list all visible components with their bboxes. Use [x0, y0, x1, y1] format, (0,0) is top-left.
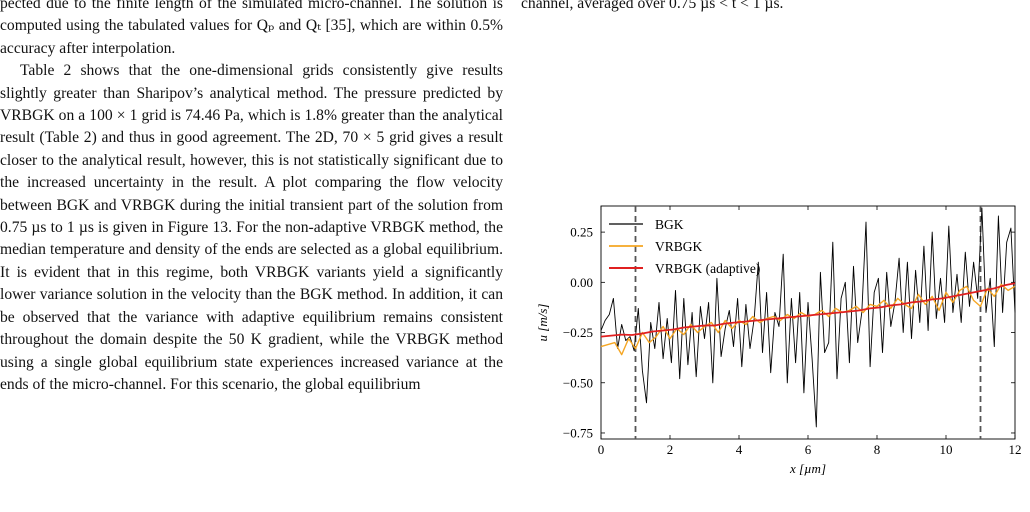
figure-caption-tail: channel, averaged over 0.75 µs < t < 1 µ…: [521, 0, 784, 12]
x-tick-label: 8: [874, 442, 881, 457]
legend-label: VRBGK: [655, 239, 703, 254]
y-tick-label: 0.00: [570, 275, 593, 290]
y-tick-label: −0.75: [563, 425, 593, 440]
legend-label: BGK: [655, 217, 684, 232]
y-tick-label: 0.25: [570, 225, 593, 240]
series-line-1: [600, 207, 1016, 428]
velocity-chart: 0 2 4 6 8 10 12 0.25 0.00 −0.25 −0.50 −0.75 x [µm] u …: [535, 205, 1022, 476]
y-tick-label: −0.25: [563, 325, 593, 340]
x-tick-label: 4: [736, 442, 743, 457]
x-axis-label: x [µm]: [789, 461, 826, 476]
x-tick-label: 12: [1009, 442, 1022, 457]
paragraph-2: Table 2 shows that the one-dimensional g…: [0, 62, 503, 393]
body-text-column: pected due to the finite length of the s…: [0, 0, 503, 396]
y-tick-label: −0.50: [563, 375, 593, 390]
paragraph-1: pected due to the finite length of the s…: [0, 0, 503, 57]
plot-area: 0 2 4 6 8 10 12 0.25 0.00 −0.25 −0.50 −0.75 x [µm] u …: [535, 205, 1022, 476]
x-tick-label: 10: [940, 442, 953, 457]
legend-label: VRBGK (adaptive): [655, 261, 760, 276]
x-tick-label: 6: [805, 442, 812, 457]
y-axis-label: u [m/s]: [535, 304, 550, 342]
series-line-3: [600, 282, 1016, 338]
x-tick-label: 0: [598, 442, 605, 457]
x-tick-label: 2: [667, 442, 674, 457]
series-line-2: [600, 283, 1016, 356]
